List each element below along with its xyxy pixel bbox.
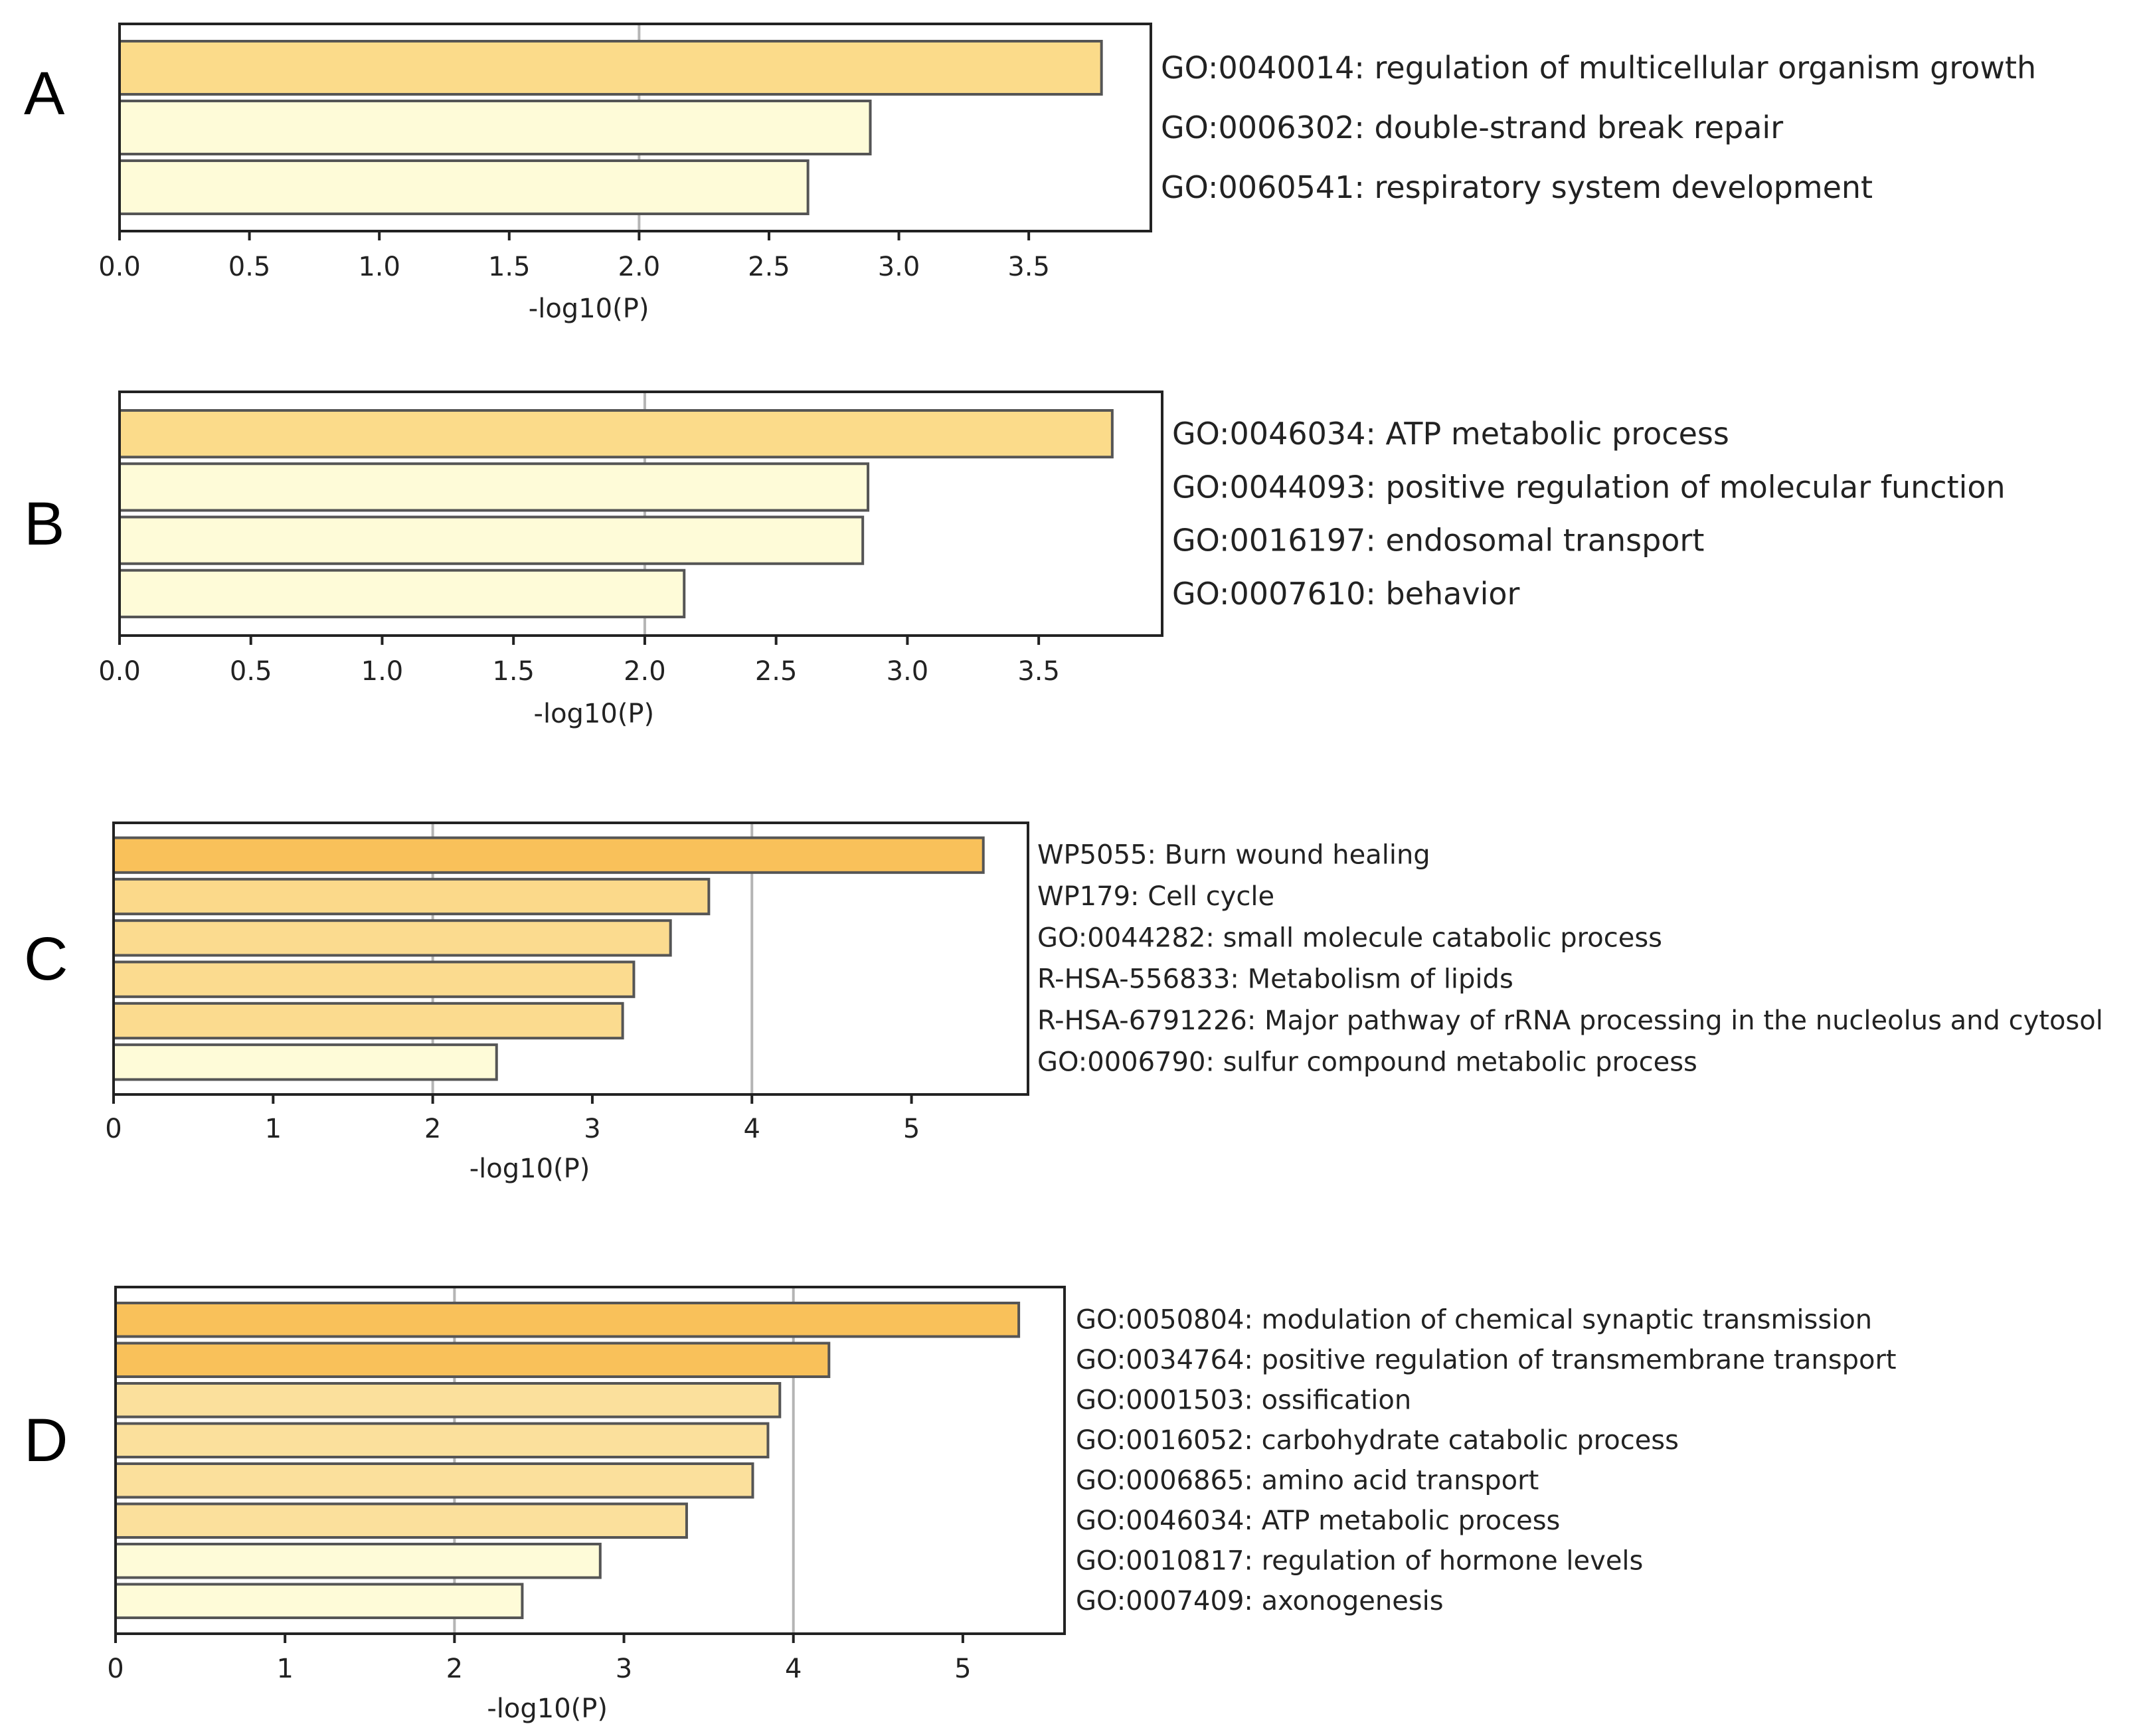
panel-b-term-label: GO:0007610: behavior [1172,576,1520,612]
panel-b-tick-label: 3.0 [887,656,929,687]
panel-c-tick-label: 2 [424,1114,441,1144]
panel-d-term-label: GO:0046034: ATP metabolic process [1076,1506,1560,1536]
panel-b-tick-label: 2.0 [624,656,666,687]
panel-d-bar [114,1302,1021,1338]
panel-b-bar [118,515,865,565]
panel-d-tick-label: 3 [616,1654,632,1684]
panel-a-plot-frame [118,23,1152,232]
panel-a-tick-label: 2.5 [748,252,790,282]
panel-a-x-axis-label: -log10(P) [529,294,649,324]
panel-c-tick-label: 1 [265,1114,282,1144]
panel-a-letter: A [24,60,65,128]
panel-a-tick-label: 1.0 [358,252,400,282]
panel-d-term-label: GO:0034764: positive regulation of trans… [1076,1345,1897,1375]
panel-a-tick-label: 3.0 [878,252,920,282]
panel-a-tick-label: 0.5 [228,252,271,282]
panel-b-term-label: GO:0044093: positive regulation of molec… [1172,469,2006,505]
panel-a-term-label: GO:0060541: respiratory system developme… [1161,169,1873,205]
panel-d-bar [114,1543,602,1579]
panel-c-term-label: R-HSA-6791226: Major pathway of rRNA pro… [1037,1005,2103,1036]
panel-c-term-label: GO:0006790: sulfur compound metabolic pr… [1037,1047,1697,1077]
panel-c-bar [112,1001,624,1040]
panel-c-term-label: WP179: Cell cycle [1037,881,1274,912]
panel-d-tick-label: 4 [785,1654,802,1684]
panel-d-bar [114,1342,831,1378]
panel-d-bar [114,1422,770,1458]
panel-c-x-axis-label: -log10(P) [470,1154,590,1184]
panel-d-tick-label: 5 [954,1654,971,1684]
panel-c-tick-label: 4 [744,1114,760,1144]
panel-b-x-axis-label: -log10(P) [534,699,655,729]
panel-a-tick-label: 1.5 [488,252,531,282]
panel-a-tick-label: 0.0 [98,252,141,282]
panel-b-tick-label: 3.5 [1017,656,1060,687]
panel-b-bar [118,409,1114,459]
panel-b-tick-label: 2.5 [755,656,798,687]
panel-d-tick-label: 2 [446,1654,463,1684]
panel-d-plot-frame [114,1286,1066,1635]
panel-c-tick-label: 5 [903,1114,920,1144]
panel-a-bar [118,159,810,215]
panel-d-letter: D [24,1407,68,1474]
panel-a-tick-label: 3.5 [1007,252,1050,282]
panel-d-x-axis-label: -log10(P) [487,1693,608,1724]
panel-c-letter: C [24,925,68,993]
panel-a-tick-label: 2.0 [618,252,661,282]
panel-d-term-label: GO:0010817: regulation of hormone levels [1076,1545,1643,1576]
panel-c-bar [112,919,672,957]
panel-b-tick-label: 1.0 [361,656,404,687]
panel-b-tick-label: 0.5 [230,656,272,687]
panel-c-bar [112,960,636,998]
panel-d-bar [114,1583,524,1619]
panel-d-term-label: GO:0006865: amino acid transport [1076,1465,1539,1496]
panel-b-bar [118,462,870,512]
panel-c-tick-label: 3 [584,1114,600,1144]
panel-d-term-label: GO:0050804: modulation of chemical synap… [1076,1304,1872,1335]
panel-c-term-label: WP5055: Burn wound healing [1037,840,1430,871]
panel-b-bar [118,568,686,618]
panel-a-term-label: GO:0006302: double-strand break repair [1161,110,1783,145]
panel-d-tick-label: 1 [276,1654,293,1684]
panel-c-term-label: GO:0044282: small molecule catabolic pro… [1037,922,1662,953]
panel-c-bar [112,836,985,874]
panel-b-term-label: GO:0016197: endosomal transport [1172,523,1704,559]
panel-d-term-label: GO:0016052: carbohydrate catabolic proce… [1076,1425,1679,1456]
panel-c-tick-label: 0 [105,1114,122,1144]
panel-d-bar [114,1382,782,1419]
panel-b-letter: B [24,490,64,558]
panel-c-bar [112,1043,498,1081]
panel-d-tick-label: 0 [107,1654,124,1684]
panel-b-tick-label: 0.0 [98,656,141,687]
panel-c-plot-frame [112,822,1029,1096]
panel-c: C WP5055: Burn wound healing WP179: Cell … [24,822,2103,1184]
panel-d-term-label: GO:0001503: ossification [1076,1385,1411,1415]
panel-d: D GO:0050804: modulation of chemical syn… [24,1286,1897,1724]
panel-a-bar [118,100,872,155]
panel-a-bar [118,40,1103,96]
panel-b-tick-label: 1.5 [492,656,535,687]
panel-d-bar [114,1502,688,1539]
panel-a-term-label: GO:0040014: regulation of multicellular … [1161,50,2036,86]
panel-b: B GO:0046034: ATP metabolic process GO:00… [24,391,2006,729]
panel-b-term-label: GO:0046034: ATP metabolic process [1172,416,1729,452]
panel-c-bar [112,877,711,916]
panel-b-plot-frame [118,391,1163,637]
panel-a: A GO:0040014: regulation of multicellula… [24,23,2036,324]
panel-c-term-label: R-HSA-556833: Metabolism of lipids [1037,964,1513,995]
panel-d-bar [114,1462,754,1499]
panel-d-term-label: GO:0007409: axonogenesis [1076,1586,1444,1616]
